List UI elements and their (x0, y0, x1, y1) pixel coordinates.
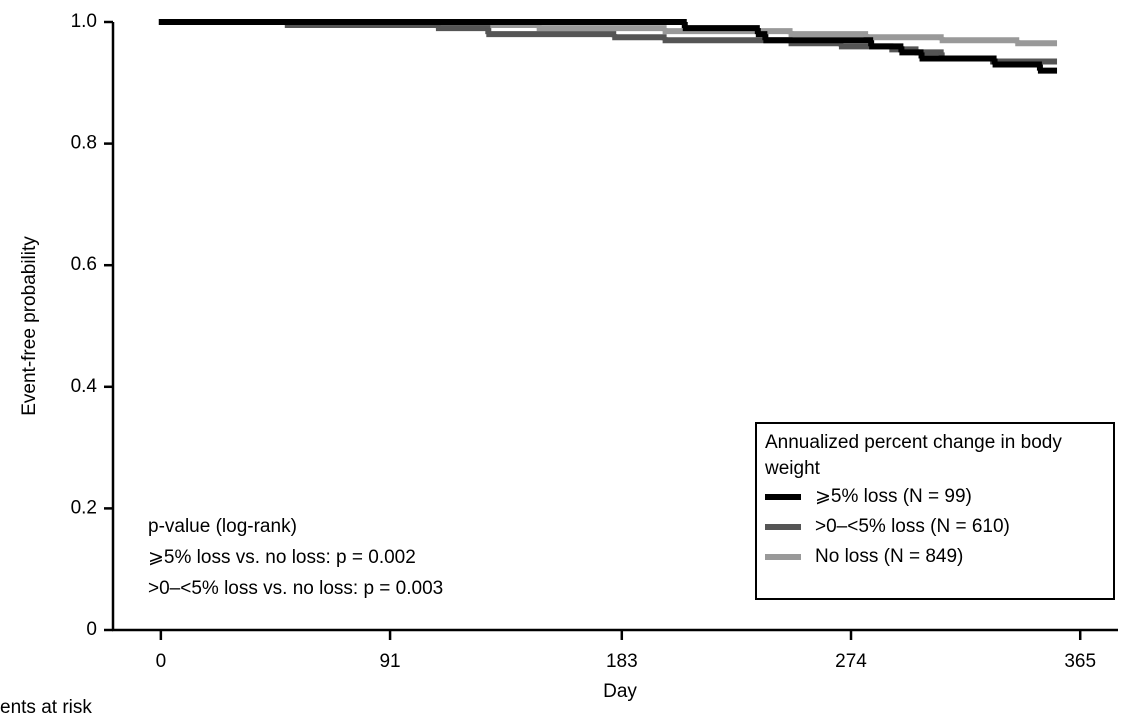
y-tick-label: 0.4 (71, 376, 98, 397)
footer-text: ents at risk (0, 697, 92, 715)
x-tick-label: 274 (835, 651, 867, 672)
legend-swatch (765, 494, 801, 500)
annotation: ⩾5% loss vs. no loss: p = 0.002 (148, 547, 416, 568)
x-tick-label: 183 (606, 651, 638, 672)
legend-swatch (765, 524, 801, 530)
x-tick-label: 365 (1064, 651, 1096, 672)
y-tick-label: 1.0 (71, 11, 97, 32)
y-tick-label: 0.8 (71, 133, 97, 154)
annotation: p-value (log-rank) (148, 516, 297, 537)
x-axis-label: Day (603, 681, 637, 702)
legend-swatch (765, 554, 801, 560)
legend-entry: ⩾5% loss (N = 99) (765, 482, 1105, 512)
x-tick-label: 91 (379, 651, 400, 672)
y-tick-label: 0.2 (71, 497, 97, 518)
legend-entry: No loss (N = 849) (765, 542, 1105, 572)
y-axis-label: Event-free probability (19, 236, 40, 416)
legend-label: ⩾5% loss (N = 99) (815, 486, 972, 507)
x-tick-label: 0 (156, 651, 167, 672)
legend-entry: >0–<5% loss (N = 610) (765, 512, 1105, 542)
y-tick-label: 0 (86, 619, 97, 640)
legend-title: Annualized percent change in body weight (765, 432, 1062, 479)
legend: Annualized percent change in body weight… (755, 422, 1115, 600)
y-tick-label: 0.6 (71, 254, 97, 275)
legend-label: >0–<5% loss (N = 610) (815, 516, 1010, 537)
annotation: >0–<5% loss vs. no loss: p = 0.003 (148, 578, 443, 599)
legend-label: No loss (N = 849) (815, 546, 964, 567)
